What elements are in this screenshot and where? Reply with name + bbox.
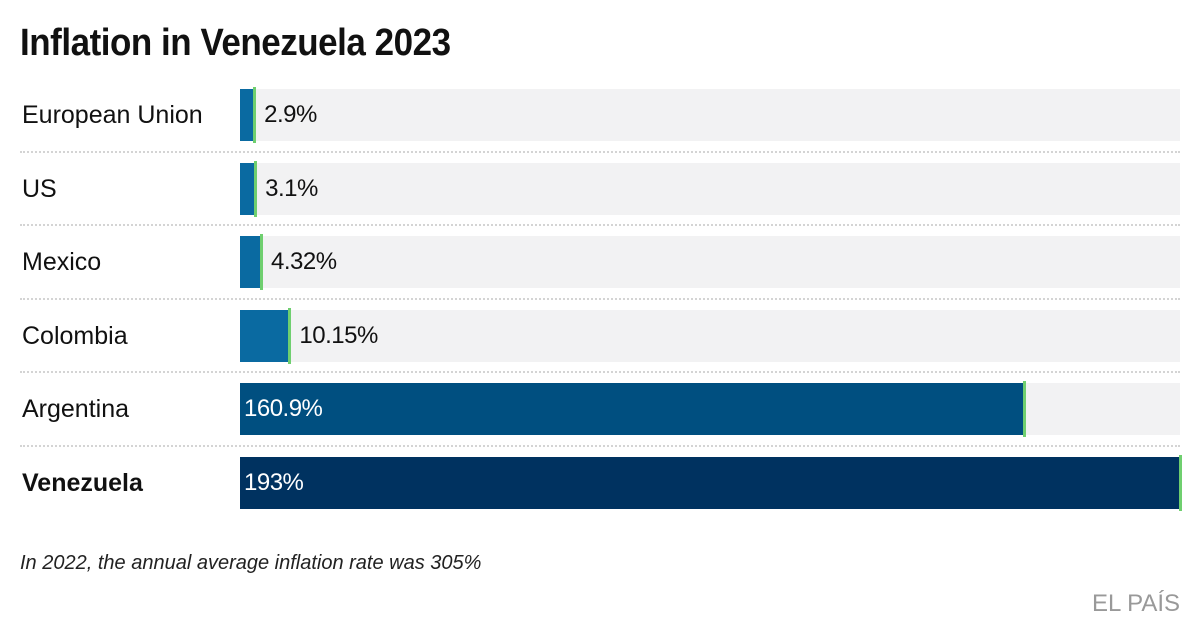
bar-rows: European Union 2.9% US 3.1% Mexico 4.32% Colom… [20, 79, 1182, 521]
bar-track: 3.1% [240, 160, 1180, 217]
bar [240, 160, 258, 217]
row-separator [20, 224, 1180, 226]
bar-end-marker [1179, 454, 1182, 511]
bar-end-marker [253, 87, 257, 143]
value-label: 2.9% [264, 101, 317, 128]
category-label: European Union [22, 101, 203, 129]
category-label: Mexico [22, 248, 102, 276]
row-separator [20, 150, 1180, 153]
bar-row: US 3.1% [20, 153, 1180, 226]
chart-title: Inflation in Venezuela 2023 [20, 22, 451, 64]
value-label: 4.32% [271, 248, 337, 275]
bar [240, 381, 1026, 437]
category-label: Colombia [22, 321, 128, 350]
chart-note: In 2022, the annual average inflation ra… [20, 552, 482, 574]
bar-track: 160.9% [240, 381, 1180, 437]
category-label: US [22, 174, 57, 203]
category-label: Argentina [22, 395, 130, 423]
row-separator [20, 371, 1180, 373]
bar-end-marker [260, 234, 264, 290]
value-label: 10.15% [299, 321, 378, 349]
category-label: Venezuela [22, 468, 143, 497]
bar-end-marker [288, 307, 292, 364]
bar-end-marker [254, 160, 258, 217]
bar-row: Mexico 4.32% [20, 226, 1180, 300]
row-separator [20, 444, 1180, 447]
bar-row: Colombia 10.15% [20, 300, 1180, 373]
bar [240, 234, 264, 290]
bar-row: European Union 2.9% [20, 79, 1180, 153]
bar-track: 10.15% [240, 307, 1180, 364]
source-brand: EL PAÍS [1091, 590, 1180, 617]
bar-end-marker [1022, 381, 1026, 437]
value-label: 160.9% [244, 395, 323, 422]
bar-track: 4.32% [240, 234, 1180, 290]
bar [240, 454, 1182, 511]
bar-track: 193% [240, 454, 1182, 511]
bar-track: 2.9% [240, 87, 1180, 143]
bar-row: Venezuela 193% [20, 447, 1182, 521]
value-label: 193% [244, 468, 304, 496]
bar-row: Argentina 160.9% [20, 373, 1180, 447]
bar [240, 87, 257, 143]
row-separator [20, 297, 1180, 300]
bar [240, 307, 292, 364]
value-label: 3.1% [265, 174, 318, 202]
